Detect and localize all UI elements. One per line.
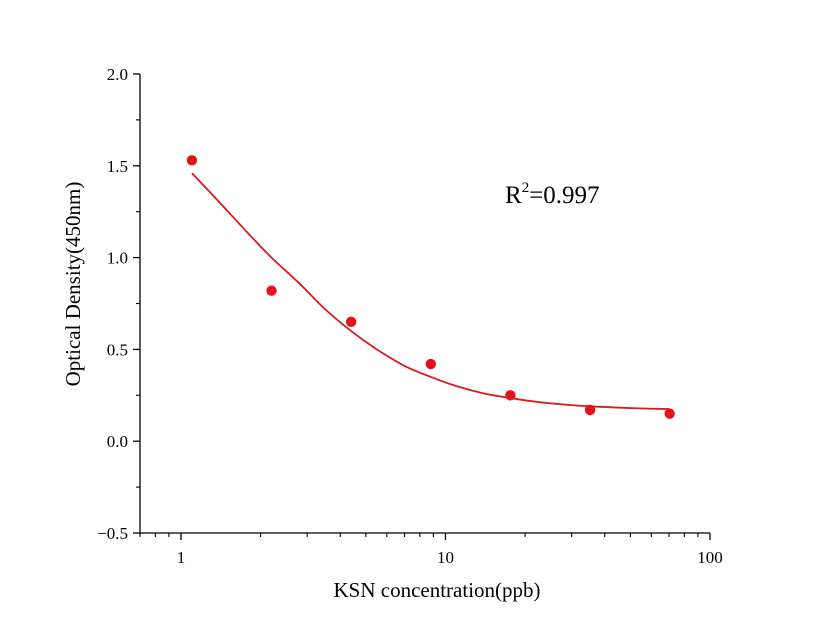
y-tick-label: 0.0 (107, 432, 128, 451)
y-axis-title: Optical Density(450nm) (61, 182, 85, 387)
data-point (584, 404, 596, 416)
x-tick-label: 100 (697, 548, 723, 567)
data-points-layer (186, 155, 675, 419)
x-axis-title: KSN concentration(ppb) (333, 578, 540, 602)
data-point (664, 408, 675, 419)
data-point (505, 390, 516, 401)
y-tick-label: 1.5 (107, 157, 128, 176)
data-point (266, 285, 277, 296)
data-point (186, 155, 198, 166)
y-tick-label: 2.0 (107, 65, 128, 84)
r-squared-value: =0.997 (529, 182, 599, 209)
axes: 2.0 1.5 1.0 0.5 0.0 −0.5 1 10 100 (97, 65, 723, 567)
y-tick-label: 1.0 (107, 249, 128, 268)
y-tick-label: 0.5 (107, 340, 128, 359)
r-squared-annotation: R2=0.997 (505, 180, 600, 209)
data-point (425, 358, 437, 370)
x-tick-label: 10 (437, 548, 454, 567)
r-squared-superscript: 2 (522, 180, 530, 196)
y-tick-label: −0.5 (97, 524, 128, 543)
x-tick-label: 1 (177, 548, 186, 567)
r-squared-base: R (505, 182, 522, 209)
data-point (345, 316, 357, 328)
